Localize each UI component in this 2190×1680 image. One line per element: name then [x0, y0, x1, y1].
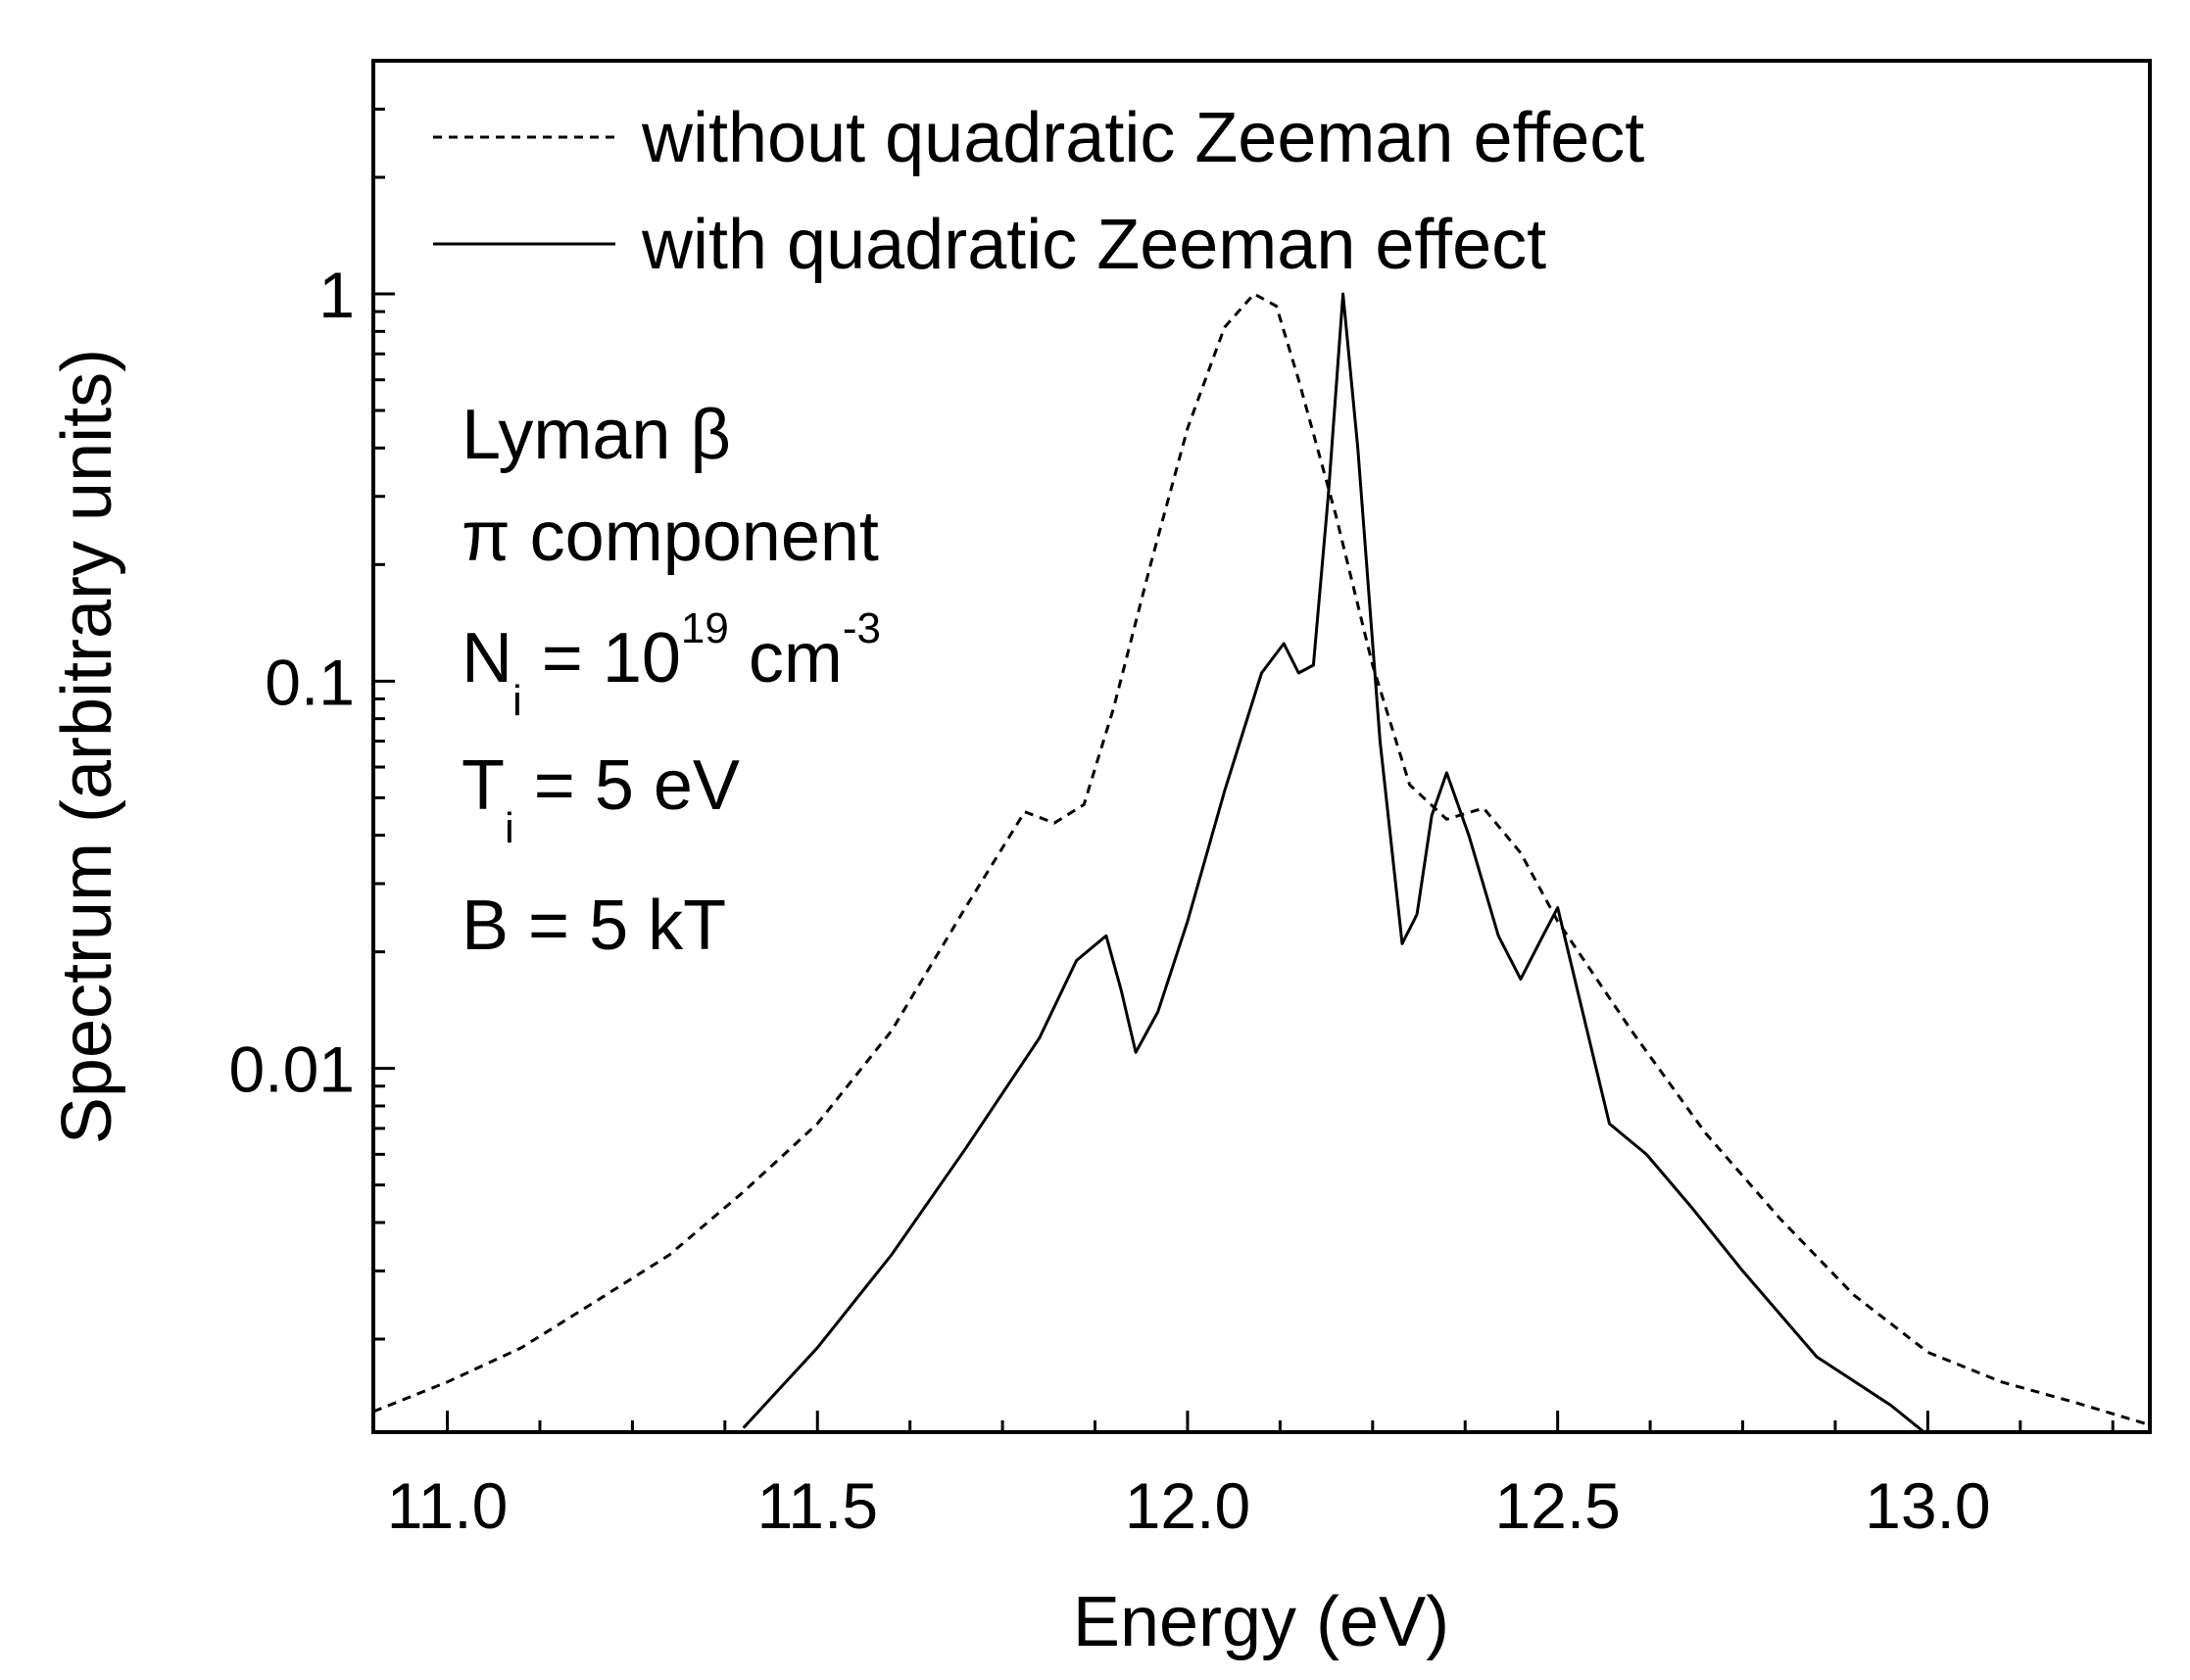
y-tick-label: 0.01 [229, 1033, 355, 1106]
y-axis-ticks: 0.01 0.1 1 [229, 59, 395, 1341]
x-tick-label: 12.0 [1125, 1469, 1250, 1542]
legend: without quadratic Zeeman effect with qua… [433, 99, 1644, 284]
series-layer [373, 292, 2150, 1432]
plot-frame [371, 59, 2152, 1434]
temperature-subscript: i [505, 804, 514, 852]
x-tick-label: 13.0 [1865, 1469, 1990, 1542]
annotation-line-field: B = 5 kT [462, 887, 726, 965]
density-symbol: N [462, 619, 512, 697]
y-tick-label: 0.1 [265, 646, 355, 718]
density-unit-exponent: -3 [843, 604, 881, 652]
y-tick-label: 1 [318, 259, 355, 331]
x-tick-label: 11.5 [756, 1469, 878, 1542]
series-line-with-zeeman [742, 292, 1927, 1432]
annotation-line-temperature: Ti = 5 eV [462, 746, 740, 852]
y-axis-title: Spectrum (arbitrary units) [48, 349, 126, 1144]
density-equals: = 10 [522, 619, 681, 697]
legend-label-with-zeeman: with quadratic Zeeman effect [641, 206, 1546, 284]
x-tick-label: 12.5 [1494, 1469, 1620, 1542]
annotation: Lyman β π component Ni = 1019 cm-3 Ti = … [462, 396, 881, 965]
density-subscript: i [512, 677, 522, 725]
annotation-line-lyman: Lyman β [462, 396, 731, 474]
annotation-line-component: π component [462, 498, 879, 576]
annotation-line-density: Ni = 1019 cm-3 [462, 604, 881, 725]
density-exponent: 19 [681, 604, 729, 652]
x-tick-label: 11.0 [387, 1469, 509, 1542]
x-axis-title: Energy (eV) [1073, 1583, 1449, 1661]
legend-label-without-zeeman: without quadratic Zeeman effect [641, 99, 1644, 177]
temperature-symbol: T [462, 746, 505, 825]
x-axis-ticks: 11.0 11.5 12.0 12.5 13.0 [387, 1411, 2115, 1542]
temperature-value: = 5 eV [514, 746, 740, 825]
density-unit: cm [729, 619, 843, 697]
